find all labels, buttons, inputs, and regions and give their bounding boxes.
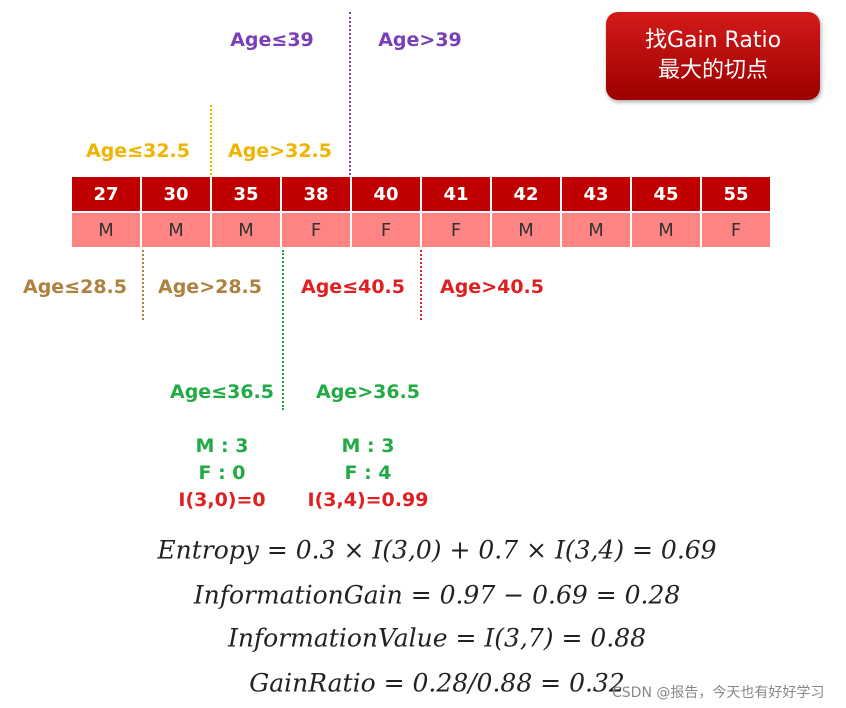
age-cell: 42 [492,177,560,211]
watermark: CSDN @报告，今天也有好好学习 [612,685,825,701]
split-label: Age>40.5 [440,276,544,298]
split-line [142,250,144,320]
split-line [210,105,212,175]
split-label: Age>39 [378,29,462,51]
age-cell: 40 [352,177,420,211]
split-label: Age>28.5 [158,276,262,298]
label-cell: F [352,213,420,247]
label-cell: M [72,213,140,247]
split-label: Age>36.5 [316,381,420,403]
split-label: Age≤28.5 [23,276,127,298]
count: M : 3 [341,435,395,457]
label-cell: M [492,213,560,247]
split-label: Age≤39 [230,29,314,51]
age-cell: 27 [72,177,140,211]
label-cell: M [562,213,630,247]
label-cell: F [422,213,490,247]
split-label: Age>32.5 [228,140,332,162]
split-line [349,12,351,175]
age-cell: 45 [632,177,700,211]
impurity: I(3,0)=0 [178,489,266,511]
age-cell: 38 [282,177,350,211]
impurity: I(3,4)=0.99 [307,489,429,511]
formula: Entropy = 0.3 × I(3,0) + 0.7 × I(3,4) = … [157,535,717,565]
label-cell: M [632,213,700,247]
age-cell: 55 [702,177,770,211]
age-cell: 30 [142,177,210,211]
label-cell: M [142,213,210,247]
age-cell: 41 [422,177,490,211]
split-line [420,250,422,320]
label-cell: M [212,213,280,247]
label-cell: F [702,213,770,247]
badge: 找Gain Ratio 最大的切点 [606,12,820,100]
formula: InformationValue = I(3,7) = 0.88 [227,623,647,653]
split-line [282,250,284,410]
formula: InformationGain = 0.97 − 0.69 = 0.28 [193,580,681,610]
split-label: Age≤32.5 [86,140,190,162]
count: M : 3 [195,435,249,457]
age-cell: 43 [562,177,630,211]
label-cell: F [282,213,350,247]
badge-line: 最大的切点 [657,58,768,83]
age-cell: 35 [212,177,280,211]
badge-line: 找Gain Ratio [644,28,782,53]
split-label: Age≤36.5 [170,381,274,403]
formula: GainRatio = 0.28/0.88 = 0.32 [249,668,625,698]
split-label: Age≤40.5 [301,276,405,298]
count: F : 4 [344,462,392,484]
count: F : 0 [198,462,246,484]
